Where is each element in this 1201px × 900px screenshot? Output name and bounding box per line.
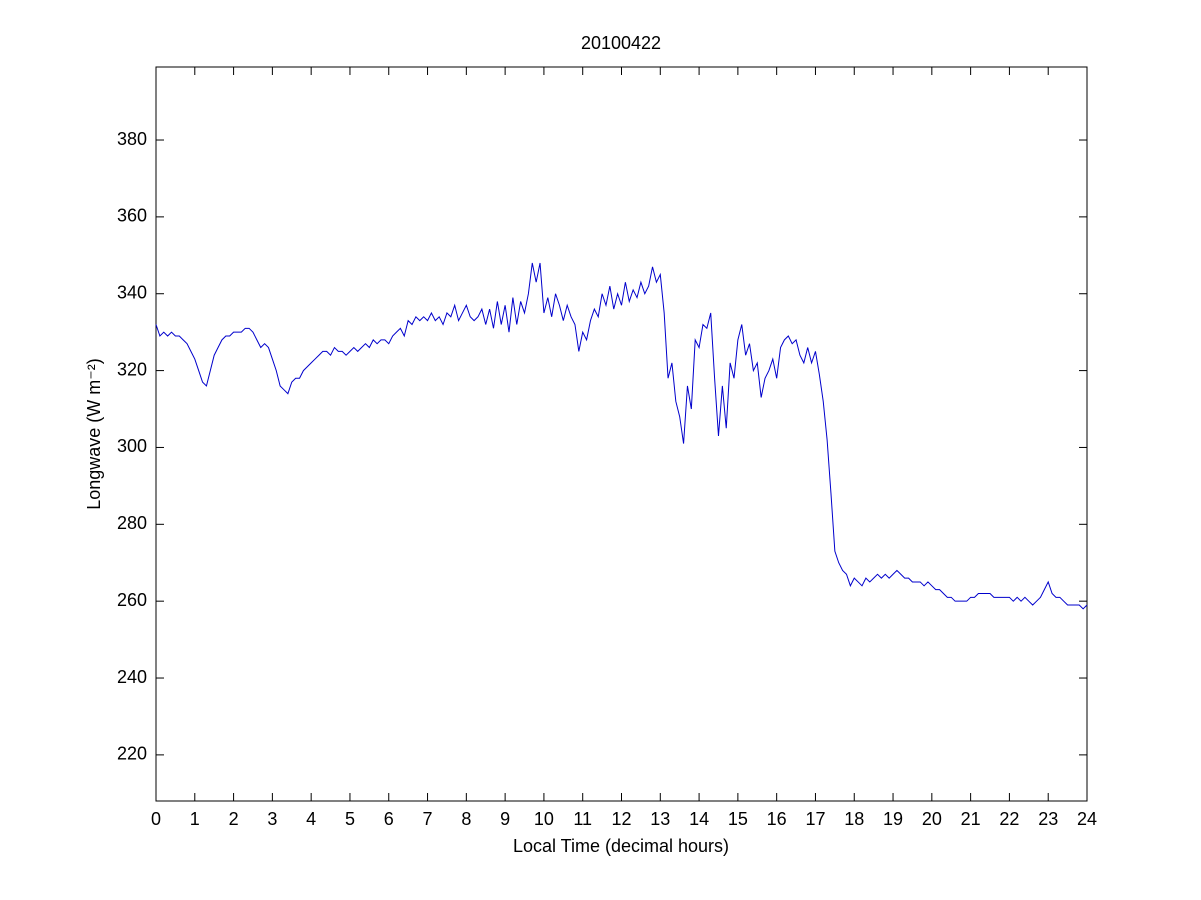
y-tick-label: 280 — [117, 513, 147, 533]
data-line — [155, 262, 1088, 610]
x-tick-label: 1 — [190, 809, 200, 829]
y-tick-label: 240 — [117, 667, 147, 687]
x-tick-label: 8 — [461, 809, 471, 829]
x-tick-label: 0 — [151, 809, 161, 829]
x-tick-label: 4 — [306, 809, 316, 829]
y-tick-label: 320 — [117, 359, 147, 379]
x-tick-label: 21 — [961, 809, 981, 829]
x-tick-label: 13 — [650, 809, 670, 829]
x-tick-label: 6 — [384, 809, 394, 829]
y-tick-label: 340 — [117, 282, 147, 302]
y-tick-label: 260 — [117, 590, 147, 610]
x-tick-label: 22 — [999, 809, 1019, 829]
x-tick-label: 5 — [345, 809, 355, 829]
x-tick-label: 19 — [883, 809, 903, 829]
x-tick-label: 7 — [423, 809, 433, 829]
x-tick-label: 17 — [805, 809, 825, 829]
y-tick-label: 360 — [117, 206, 147, 226]
x-tick-label: 10 — [534, 809, 554, 829]
y-axis-label: Longwave (W m⁻²) — [84, 358, 104, 510]
x-tick-label: 11 — [573, 809, 592, 829]
y-tick-label: 220 — [117, 744, 147, 764]
x-tick-label: 20 — [922, 809, 942, 829]
x-tick-label: 2 — [229, 809, 239, 829]
x-tick-label: 15 — [728, 809, 748, 829]
x-tick-label: 3 — [267, 809, 277, 829]
x-tick-label: 18 — [844, 809, 864, 829]
x-tick-label: 12 — [611, 809, 631, 829]
y-tick-label: 300 — [117, 436, 147, 456]
chart-title: 20100422 — [581, 33, 661, 53]
x-tick-label: 16 — [767, 809, 787, 829]
x-tick-label: 23 — [1038, 809, 1058, 829]
x-tick-label: 14 — [689, 809, 709, 829]
y-tick-label: 380 — [117, 129, 147, 149]
x-axis-label: Local Time (decimal hours) — [513, 836, 729, 856]
x-tick-label: 9 — [500, 809, 510, 829]
x-tick-label: 24 — [1077, 809, 1097, 829]
